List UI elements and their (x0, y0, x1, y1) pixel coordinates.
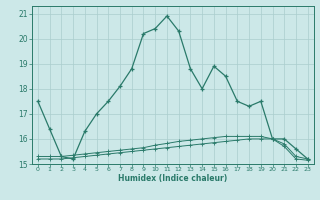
X-axis label: Humidex (Indice chaleur): Humidex (Indice chaleur) (118, 174, 228, 183)
